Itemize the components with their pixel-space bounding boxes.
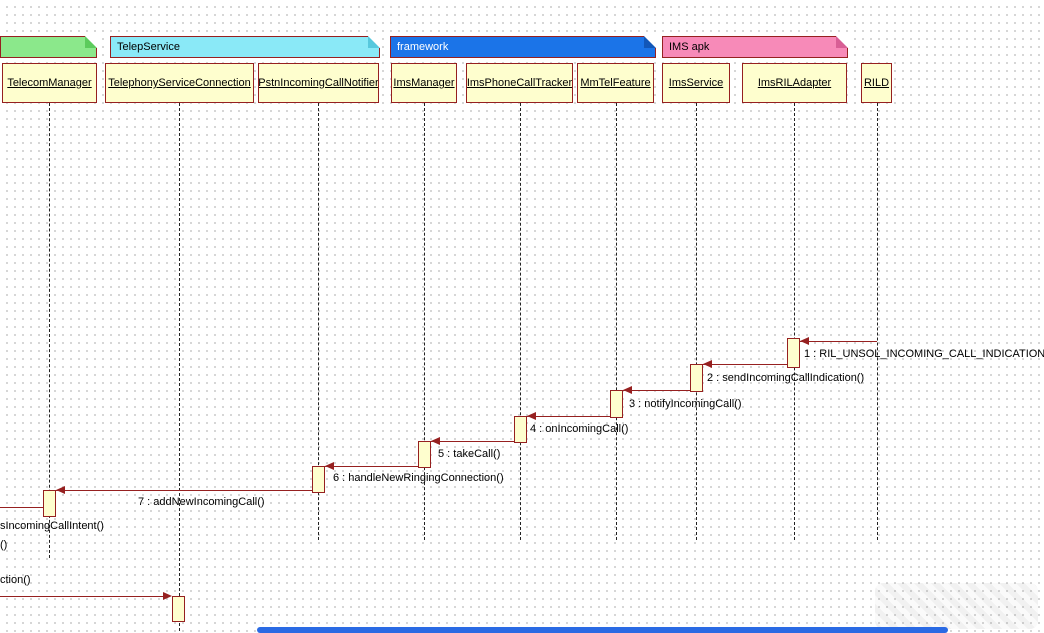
lifeline-name: ImsService xyxy=(668,77,724,89)
message-line xyxy=(325,466,418,467)
message-line xyxy=(431,441,514,442)
group-note-label: framework xyxy=(397,41,449,53)
activation-mmtelfeature[interactable] xyxy=(610,390,623,418)
message-label: sIncomingCallIntent() xyxy=(0,520,104,532)
lifeline-head-telecommanager[interactable]: TelecomManager xyxy=(2,63,97,103)
arrowhead-left-icon xyxy=(431,437,440,445)
arrowhead-left-icon xyxy=(703,360,712,368)
arrowhead-right-icon xyxy=(163,592,172,600)
lifeline-name: TelephonyServiceConnection xyxy=(108,77,251,89)
group-note-clipped[interactable] xyxy=(0,36,97,58)
activation-imsmanager[interactable] xyxy=(418,441,431,468)
message-line xyxy=(623,390,690,391)
lifeline-name: ImsManager xyxy=(393,77,455,89)
arrowhead-left-icon xyxy=(56,486,65,494)
lifeline-name: ImsRILAdapter xyxy=(757,77,832,89)
group-note-framework[interactable]: framework xyxy=(390,36,656,58)
lifeline-imsservice[interactable] xyxy=(696,103,697,540)
watermark xyxy=(875,583,1038,629)
lifeline-head-rild[interactable]: RILD xyxy=(861,63,892,103)
lifeline-head-pstnincomingcallnotifier[interactable]: PstnIncomingCallNotifier xyxy=(258,63,379,103)
group-note-ims-apk[interactable]: IMS apk xyxy=(662,36,848,58)
lifeline-name: RILD xyxy=(863,77,890,89)
message-line xyxy=(0,507,43,508)
lifeline-imsmanager[interactable] xyxy=(424,103,425,540)
message-line xyxy=(703,364,787,365)
lifeline-head-imsmanager[interactable]: ImsManager xyxy=(391,63,457,103)
message-line xyxy=(527,416,610,417)
lifeline-telecommanager[interactable] xyxy=(49,103,50,558)
message-label: 7 : addNewIncomingCall() xyxy=(138,496,265,508)
lifeline-head-imsriladapter[interactable]: ImsRILAdapter xyxy=(742,63,847,103)
lifeline-rild[interactable] xyxy=(877,103,878,540)
lifeline-name: PstnIncomingCallNotifier xyxy=(258,77,379,89)
lifeline-name: MmTelFeature xyxy=(580,77,651,89)
lifeline-head-imsphonecalltracker[interactable]: ImsPhoneCallTracker xyxy=(466,63,573,103)
lifeline-head-telephonyserviceconnection[interactable]: TelephonyServiceConnection xyxy=(105,63,254,103)
activation-imsservice[interactable] xyxy=(690,364,703,392)
activation-telephonyserviceconnection[interactable] xyxy=(172,596,185,622)
message-label: 2 : sendIncomingCallIndication() xyxy=(707,372,865,384)
message-label: 3 : notifyIncomingCall() xyxy=(629,398,742,410)
lifeline-head-mmtelfeature[interactable]: MmTelFeature xyxy=(577,63,654,103)
lifeline-mmtelfeature[interactable] xyxy=(616,103,617,540)
arrowhead-left-icon xyxy=(527,412,536,420)
group-note-label: IMS apk xyxy=(669,41,710,53)
activation-imsriladapter[interactable] xyxy=(787,338,800,368)
lifeline-name: TelecomManager xyxy=(7,77,92,89)
arrowhead-left-icon xyxy=(325,462,334,470)
activation-telecommanager[interactable] xyxy=(43,490,56,517)
message-label: 5 : takeCall() xyxy=(438,448,501,460)
group-note-label: TelepService xyxy=(117,41,180,53)
lifeline-head-imsservice[interactable]: ImsService xyxy=(662,63,730,103)
message-line xyxy=(800,341,877,342)
message-label: 6 : handleNewRingingConnection() xyxy=(333,472,504,484)
lifeline-name: ImsPhoneCallTracker xyxy=(466,77,573,89)
message-label: () xyxy=(0,539,8,551)
lifeline-imsriladapter[interactable] xyxy=(794,103,795,540)
group-note-telepservice[interactable]: TelepService xyxy=(110,36,380,58)
lifeline-telephonyserviceconnection[interactable] xyxy=(179,103,180,631)
arrowhead-left-icon xyxy=(800,337,809,345)
message-label: 4 : onIncomingCall() xyxy=(530,423,629,435)
message-label: 1 : RIL_UNSOL_INCOMING_CALL_INDICATION() xyxy=(804,348,1044,360)
horizontal-scrollbar-thumb[interactable] xyxy=(257,627,948,633)
activation-pstnincomingcallnotifier[interactable] xyxy=(312,466,325,493)
message-label: ction() xyxy=(0,574,31,586)
lifeline-pstnincomingcallnotifier[interactable] xyxy=(318,103,319,540)
activation-imsphonecalltracker[interactable] xyxy=(514,416,527,443)
message-line xyxy=(0,596,166,597)
lifeline-imsphonecalltracker[interactable] xyxy=(520,103,521,540)
arrowhead-left-icon xyxy=(623,386,632,394)
message-line xyxy=(56,490,312,491)
